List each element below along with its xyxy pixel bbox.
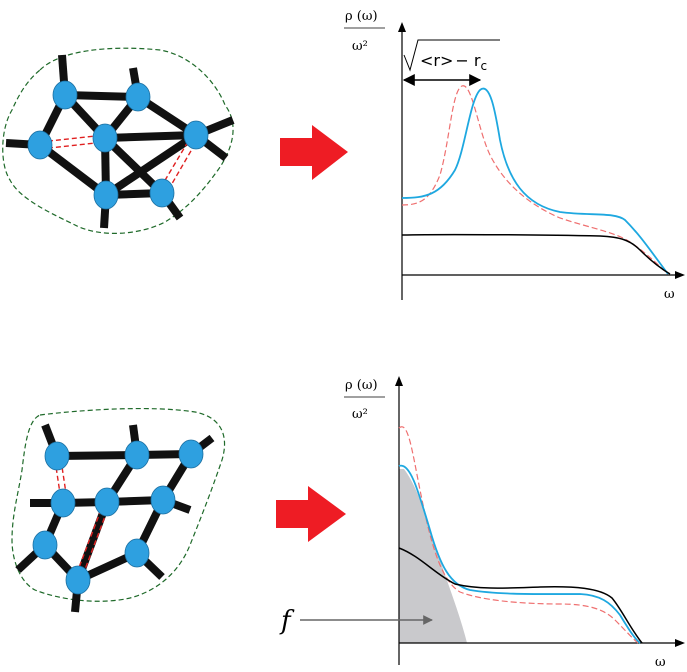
network-node	[52, 80, 78, 110]
top-network-boundary	[2, 47, 234, 234]
top-x-label: ω	[664, 287, 675, 302]
bottom-y-label-den: ω²	[352, 407, 368, 422]
network-node	[94, 487, 120, 517]
bottom-network	[11, 407, 226, 613]
network-node	[27, 130, 53, 160]
top-curve-blue	[401, 87, 669, 275]
network-node	[125, 82, 151, 112]
network-node	[183, 120, 209, 150]
top-y-label-num: ρ (ω)	[345, 9, 378, 24]
red-right-arrow-icon	[280, 125, 348, 180]
network-node	[50, 488, 76, 518]
bottom-chart: ρ (ω) ω² ω f	[279, 376, 685, 670]
network-node	[178, 439, 204, 469]
top-y-label-den: ω²	[352, 39, 368, 54]
top-curve-black	[401, 233, 671, 275]
bottom-curve-black	[398, 547, 643, 644]
svg-text:<r>− rc: <r> − rc	[420, 51, 487, 73]
gap-label: <r> − rc	[403, 39, 500, 73]
bottom-network-boundary	[11, 407, 226, 602]
network-node	[150, 485, 176, 515]
bottom-y-label-num: ρ (ω)	[345, 378, 378, 393]
top-network-nodes	[27, 80, 209, 210]
network-node	[124, 538, 150, 568]
network-node	[93, 180, 119, 210]
bottom-network-nodes	[32, 439, 204, 595]
bottom-curve-red	[398, 426, 639, 644]
bottom-curve-blue	[398, 464, 641, 644]
top-chart: ρ (ω) ω² ω <r> − rc	[344, 9, 685, 302]
shaded-area	[399, 469, 467, 643]
network-node	[32, 530, 58, 560]
network-node	[44, 441, 70, 471]
red-right-arrow-icon	[276, 486, 346, 542]
network-node	[149, 178, 175, 208]
network-node	[124, 440, 150, 470]
network-node	[65, 565, 91, 595]
top-curve-red	[401, 85, 669, 275]
network-node	[92, 123, 118, 153]
top-network	[2, 47, 235, 234]
shade-label: f	[279, 606, 295, 636]
bottom-x-label: ω	[655, 655, 666, 670]
